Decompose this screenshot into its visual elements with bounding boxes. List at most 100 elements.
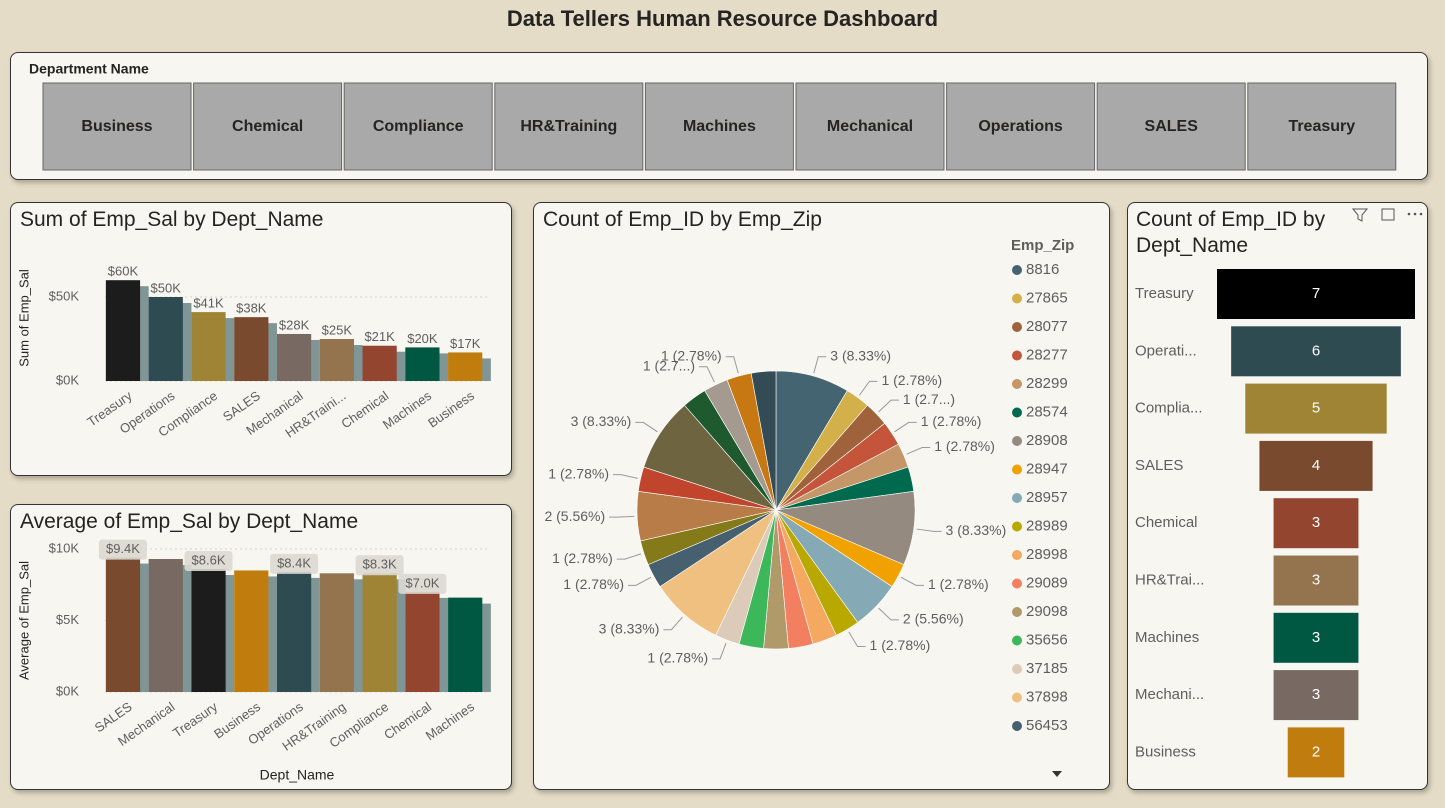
data-label: $8.3K [363,557,397,572]
data-label: 3 [1312,514,1320,531]
legend-marker [1012,407,1022,418]
funnel-bar [1287,727,1345,778]
funnel-bar [1231,326,1401,377]
bar [362,345,397,381]
category-label: Business [1135,743,1196,760]
slicer-button-label[interactable]: Mechanical [827,118,913,135]
filter-icon[interactable] [1351,208,1369,222]
y-tick-label: $5K [56,612,79,627]
chart-title: Count of Emp_ID by Emp_Zip [543,208,822,231]
slicer-button-label[interactable]: Machines [683,118,756,135]
leader-line [712,642,727,660]
data-label: 7 [1312,285,1320,302]
bar-shadow [438,597,449,692]
funnel-bar [1273,670,1359,721]
legend-label: 28077 [1026,318,1068,335]
legend-label: 28957 [1026,489,1068,506]
data-label: 1 (2.78%) [552,550,613,566]
legend-scroll-arrow[interactable] [1052,771,1062,777]
slicer-button-label[interactable]: HR&Training [520,118,617,135]
data-label: $60K [108,264,139,279]
slicer-button[interactable] [1247,82,1397,171]
legend-marker [1012,379,1022,389]
bar-shadow [395,579,406,692]
chart-title: Average of Emp_Sal by Dept_Name [20,510,359,533]
slicer-button[interactable] [42,82,192,171]
data-label: 3 (8.33%) [946,522,1007,538]
legend-marker [1012,293,1022,304]
data-label: 2 (5.56%) [903,611,964,627]
data-label: 3 (8.33%) [830,347,891,363]
slicer-button-label[interactable]: Chemical [232,118,303,135]
slicer-button[interactable] [795,82,945,171]
legend-marker [1012,578,1022,589]
leader-line [906,447,931,455]
bar [405,591,440,692]
slicer-button[interactable] [644,82,794,171]
data-label: 3 [1312,686,1320,703]
funnel-bar [1245,383,1387,434]
legend-label: 28947 [1026,460,1068,477]
leader-line [900,576,925,586]
bar-shadow [481,603,491,692]
slicer-button[interactable] [343,82,493,171]
data-label: $8.6K [192,552,226,567]
more-icon[interactable] [1407,212,1423,216]
slicer-button[interactable] [193,82,343,171]
legend-title: Emp_Zip [1011,237,1074,254]
leader-line [663,616,683,631]
slicer-button[interactable] [494,82,644,171]
bar [105,280,141,381]
legend-marker [1012,607,1022,617]
legend-marker [1012,322,1022,332]
legend-label: 29098 [1026,603,1068,620]
label-bg [355,555,404,576]
x-tick-label: Business [425,388,477,431]
slicer-button-label[interactable]: SALES [1145,118,1199,135]
slicer-button-label[interactable]: Compliance [373,118,464,135]
leader-line [848,631,866,647]
data-label: $8.4K [277,555,311,570]
bar-shadow [139,563,149,692]
category-label: Operati... [1135,342,1197,359]
legend-marker [1012,265,1022,275]
data-label: 1 (2.7...) [903,391,955,407]
x-tick-label: Machines [380,388,435,432]
slicer-button-label[interactable]: Operations [978,118,1063,135]
funnel-bar [1259,440,1373,491]
pie-slice [750,370,777,511]
category-label: Complia... [1135,400,1203,417]
focus-icon[interactable] [1381,208,1395,221]
leader-line [878,399,899,413]
legend-marker [1012,350,1022,361]
slicer-button[interactable] [1096,82,1246,171]
bar-shadow [481,358,491,381]
data-label: 1 (2.78%) [870,637,931,653]
slicer-button[interactable] [946,82,1096,171]
slicer-button-label[interactable]: Business [81,118,152,135]
leader-line [616,553,642,560]
y-axis-label: Sum of Emp_Sal [16,269,31,367]
leader-line [894,421,917,433]
data-label: $25K [322,322,353,337]
x-tick-label: Machines [423,699,478,743]
legend-label: 37898 [1026,688,1068,705]
label-bg [270,553,319,574]
category-label: HR&Trai... [1135,571,1204,588]
chart-title: Count of Emp_ID by Dept_Name [1136,208,1326,257]
bar-shadow [353,579,363,692]
bar [448,597,483,692]
data-label: 3 [1312,629,1320,646]
bar-shadow [395,351,406,381]
data-label: 1 (2.78%) [647,650,708,666]
legend-label: 28574 [1026,403,1068,420]
data-label: 1 (2.78%) [881,372,942,388]
legend-marker [1012,550,1022,560]
legend-marker [1012,436,1022,446]
slicer-button-label[interactable]: Treasury [1288,118,1355,135]
bar [276,571,312,692]
bar [234,570,269,692]
legend-label: 28989 [1026,517,1068,534]
